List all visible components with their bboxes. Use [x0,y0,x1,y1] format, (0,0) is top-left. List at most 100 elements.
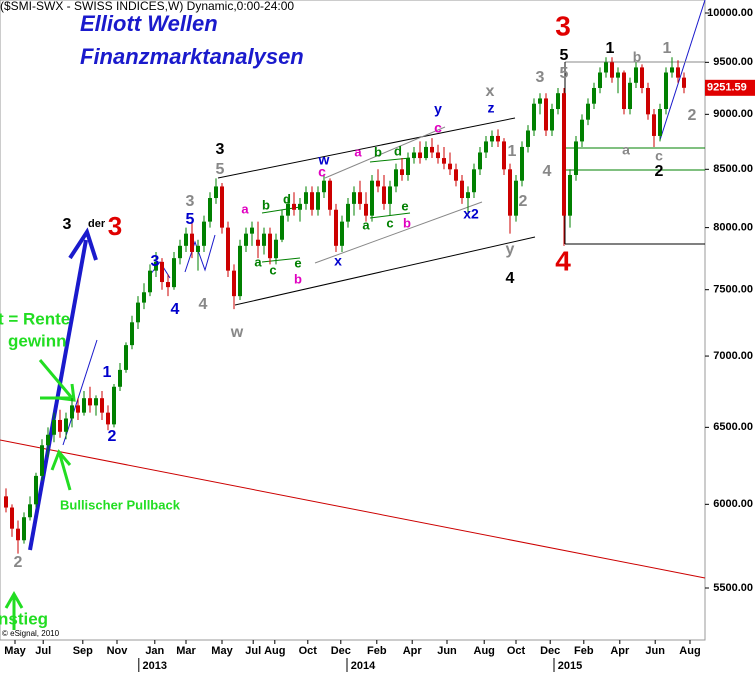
candle-body [508,169,512,216]
wave-label: 5 [560,65,569,82]
candle-body [574,141,578,175]
wave-label: 2 [519,193,528,210]
wave-arrow [28,239,88,551]
x-tick-label: Jul [245,645,261,657]
candle-body [334,209,338,246]
wave-label: 3 [63,216,72,233]
candle-body [250,227,254,234]
candle-body [160,261,164,283]
candle-body [34,475,38,505]
wave-label: y [506,241,515,258]
candle-body [400,169,404,175]
candle-body [646,87,650,115]
y-tick-label: 10000.00 [707,7,753,19]
candle-body [598,72,602,88]
last-price-label: 9251.59 [707,82,747,94]
candle-body [256,239,260,246]
wave-label: b [294,271,302,286]
wave-label: 1 [103,364,112,381]
candle-body [76,405,80,413]
candle-body [4,496,8,508]
x-tick-label: Feb [367,645,387,657]
candle-body [118,369,122,387]
candle-body [526,130,530,147]
candle-body [208,198,212,222]
candle-body [28,504,32,518]
wave-label: c [386,215,393,230]
wave-label: w [230,324,244,341]
x-tick-label: Mar [176,645,196,657]
candle-body [670,67,674,73]
candle-body [538,98,542,104]
candle-body [58,419,62,432]
candle-body [550,109,554,131]
candle-body [604,62,608,73]
wave-label: a [354,144,362,159]
wave-label: 4 [555,245,571,276]
candle-body [196,245,200,252]
credit: © eSignal, 2010 [2,629,60,638]
candle-body [352,192,356,204]
candle-body [406,158,410,175]
candle-body [532,103,536,131]
wave-label: c [318,164,326,180]
wave-arrow [62,339,98,446]
candle-body [124,345,128,370]
candle-body [664,72,668,110]
candle-body [556,93,560,110]
wave-label: t = Rente [0,309,70,328]
wave-label: 1 [663,40,672,57]
candle-body [568,174,572,216]
channel-line [314,201,483,264]
candle-body [46,434,50,446]
candle-body [238,245,242,297]
candle-body [130,322,134,346]
candle-body [370,180,374,216]
candle-body [190,233,194,252]
arrow-head [68,227,98,261]
candle-body [388,186,392,204]
x-tick-label: May [211,645,233,657]
wave-label: b [403,215,411,230]
wave-label: d [394,143,402,158]
wave-label: 4 [506,270,515,287]
candle-body [616,72,620,78]
candle-body [622,72,626,110]
candle-body [64,418,68,432]
y-tick-label: 6500.00 [713,421,753,433]
wave-label: w [318,152,330,168]
candle-body [328,180,332,210]
candle-body [166,282,170,288]
candle-body [586,103,590,120]
candle-body [40,445,44,476]
candle-body [610,62,614,78]
wave-label: x [334,253,342,269]
wave-label: 2 [655,163,664,180]
candle-body [466,192,470,199]
candle-body [10,507,14,529]
wave-label: 3 [216,141,225,158]
wave-label: z [488,100,495,116]
wave-label: c [269,262,276,277]
trend-line [659,0,706,141]
wave-label: a [254,254,262,269]
wave-label: 4 [171,301,180,318]
wave-label: 4 [543,163,552,180]
wave-label: e [294,255,301,270]
x-tick-label: Jun [645,645,665,657]
candle-body [172,258,176,288]
wave-label: 3 [108,211,122,241]
candle-body [652,114,656,136]
wave-label: der [88,218,106,230]
x-tick-label: Jun [437,645,457,657]
wave-label: 2 [108,428,117,445]
year-label: 2015 [558,660,582,672]
candle-body [364,203,368,216]
x-tick-label: Sep [73,645,93,657]
candle-body [52,419,56,435]
wave-label: gewinn [8,331,67,350]
candle-body [640,67,644,88]
x-tick-label: Dec [331,645,351,657]
y-tick-label: 8000.00 [713,222,753,234]
y-tick-label: 8500.00 [713,163,753,175]
